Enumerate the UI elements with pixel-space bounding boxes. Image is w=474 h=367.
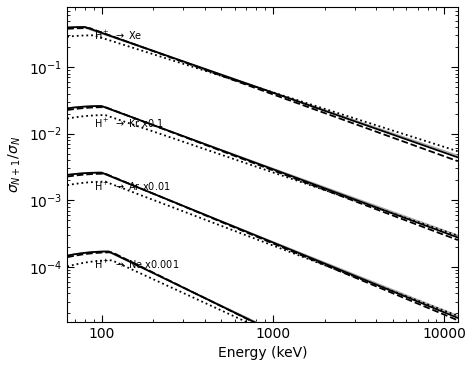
X-axis label: Energy (keV): Energy (keV) — [218, 346, 307, 360]
Y-axis label: $\sigma_{N+1}/\sigma_N$: $\sigma_{N+1}/\sigma_N$ — [7, 136, 23, 193]
Text: H$^+$ $\rightarrow$ Xe: H$^+$ $\rightarrow$ Xe — [94, 29, 142, 41]
Text: H$^+$ $\rightarrow$ Ar x0.01: H$^+$ $\rightarrow$ Ar x0.01 — [94, 180, 170, 193]
Text: H$^+$ $\rightarrow$ Ne x0.001: H$^+$ $\rightarrow$ Ne x0.001 — [94, 258, 179, 271]
Text: H$^+$ $\rightarrow$ Kr x0.1: H$^+$ $\rightarrow$ Kr x0.1 — [94, 117, 164, 130]
